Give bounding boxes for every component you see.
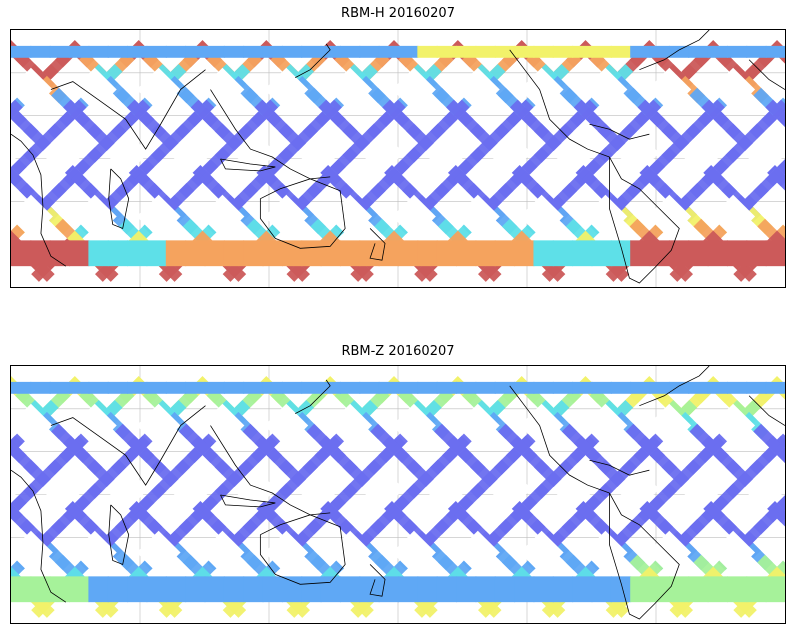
panel-title-z: RBM-Z 20160207 — [341, 344, 455, 359]
map-panel-z — [10, 365, 786, 624]
panel-title-h: RBM-H 20160207 — [341, 6, 455, 21]
coastlines — [11, 366, 785, 620]
map-svg-h — [11, 30, 785, 287]
latitude-bands — [11, 381, 785, 603]
latitude-bands — [11, 45, 785, 267]
map-svg-z — [11, 366, 785, 623]
map-panel-h — [10, 29, 786, 288]
coastlines — [11, 30, 785, 284]
